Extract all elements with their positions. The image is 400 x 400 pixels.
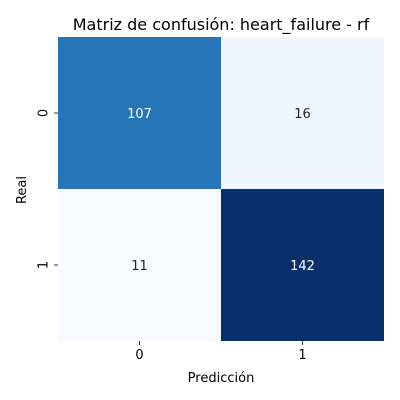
x-tick-label-0: 0 <box>135 348 143 363</box>
cell-value-1-1: 142 <box>290 259 315 274</box>
heatmap-cell-0-0 <box>58 37 221 189</box>
y-axis-label: Real <box>15 176 30 204</box>
heatmap-cell-1-1 <box>221 189 384 341</box>
cell-value-0-0: 107 <box>127 107 152 122</box>
heatmap-cells: 107 16 11 142 <box>58 37 384 341</box>
heatmap-axes: 0 1 0 1 <box>37 109 307 363</box>
chart-title: Matriz de confusión: heart_failure - rf <box>73 15 370 35</box>
x-tick-label-1: 1 <box>298 348 306 363</box>
cell-value-0-1: 16 <box>294 107 311 122</box>
cell-value-1-0: 11 <box>131 259 148 274</box>
y-tick-label-1: 1 <box>37 261 52 269</box>
x-axis-label: Predicción <box>188 371 255 386</box>
heatmap-cell-1-0 <box>58 189 221 341</box>
y-tick-label-0: 0 <box>37 109 52 117</box>
heatmap-cell-0-1 <box>221 37 384 189</box>
